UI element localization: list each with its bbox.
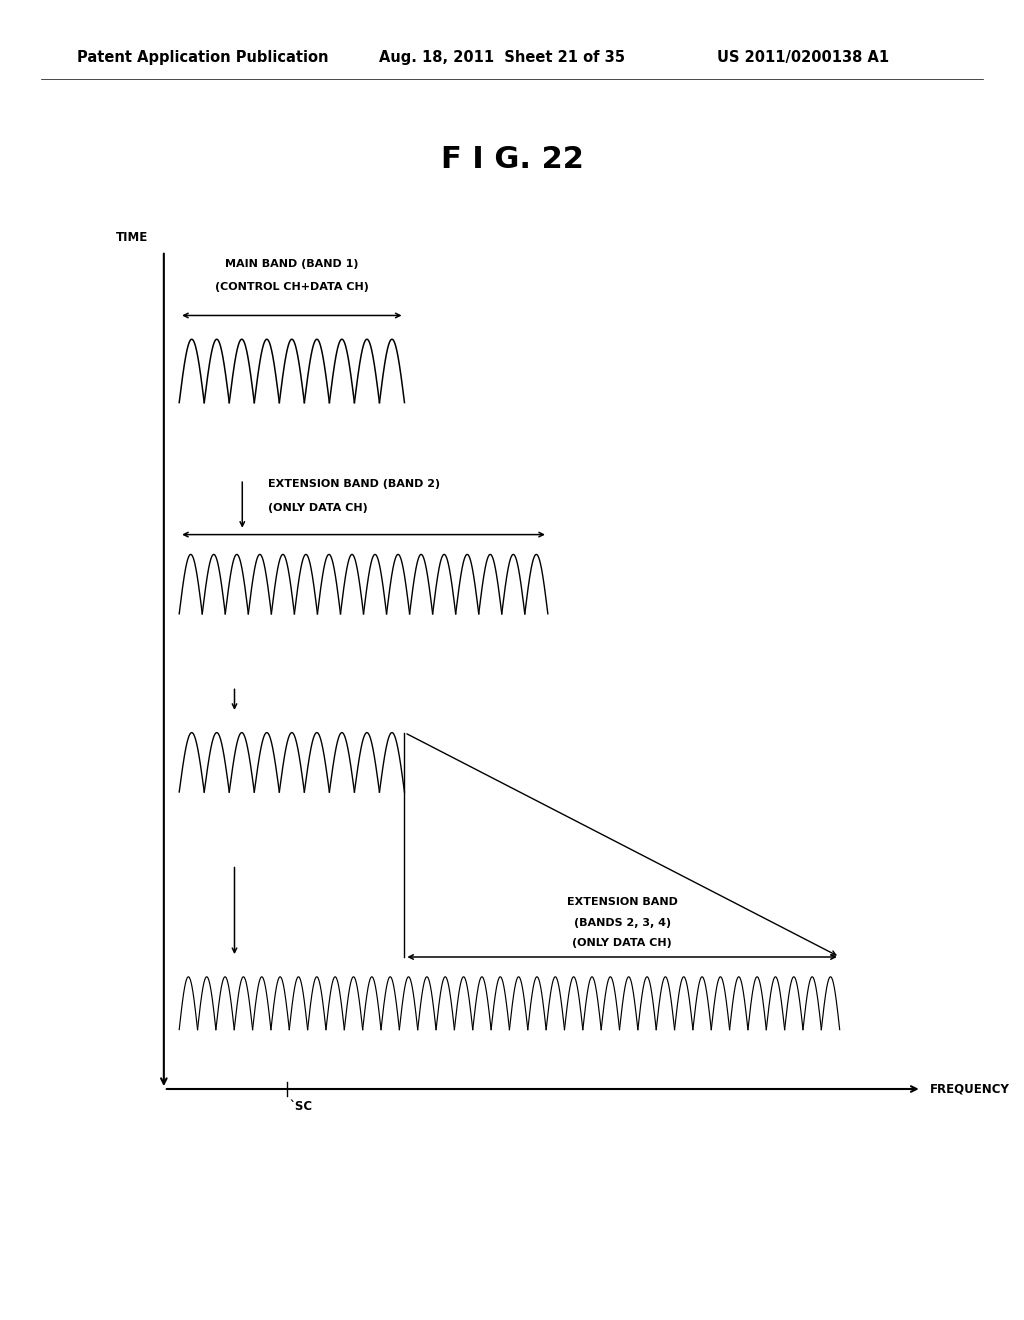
Text: US 2011/0200138 A1: US 2011/0200138 A1 (717, 50, 889, 65)
Text: (BANDS 2, 3, 4): (BANDS 2, 3, 4) (573, 917, 671, 928)
Text: TIME: TIME (117, 231, 148, 244)
Text: EXTENSION BAND (BAND 2): EXTENSION BAND (BAND 2) (268, 479, 440, 490)
Text: (ONLY DATA CH): (ONLY DATA CH) (572, 937, 672, 948)
Text: (ONLY DATA CH): (ONLY DATA CH) (268, 503, 368, 513)
Text: Patent Application Publication: Patent Application Publication (77, 50, 329, 65)
Text: EXTENSION BAND: EXTENSION BAND (566, 896, 678, 907)
Text: F I G. 22: F I G. 22 (440, 145, 584, 174)
Text: `SC: `SC (290, 1100, 313, 1113)
Text: FREQUENCY: FREQUENCY (930, 1082, 1010, 1096)
Text: Aug. 18, 2011  Sheet 21 of 35: Aug. 18, 2011 Sheet 21 of 35 (379, 50, 625, 65)
Text: MAIN BAND (BAND 1): MAIN BAND (BAND 1) (225, 259, 358, 269)
Text: (CONTROL CH+DATA CH): (CONTROL CH+DATA CH) (215, 281, 369, 292)
